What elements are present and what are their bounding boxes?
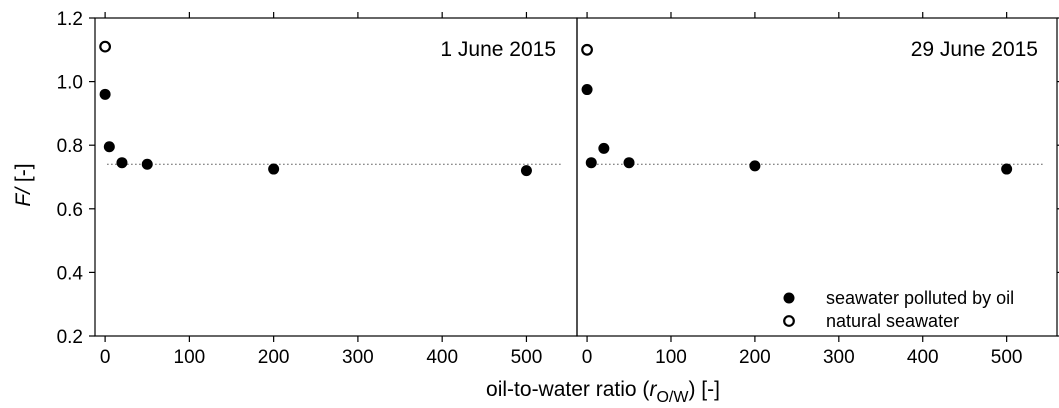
y-tick-label: 0.8 xyxy=(57,136,83,157)
x-tick-label-left: 400 xyxy=(426,347,458,368)
data-point-natural-right xyxy=(581,43,593,56)
y-axis-label-symbol: F/ xyxy=(12,186,35,207)
data-point-polluted-right xyxy=(1001,163,1013,175)
axis-ticks: 0 100 200 300 400 500 0.2 0.4 0.6 0.8 1.0 1.2 0 100 20… xyxy=(57,9,1059,368)
panel-frame-right xyxy=(576,17,1058,337)
x-axis-label-subscript: O/W xyxy=(656,389,689,403)
data-point-polluted-left xyxy=(520,165,532,177)
x-axis-label-suffix: ) [-] xyxy=(688,378,720,401)
y-axis-label: F/ [-] xyxy=(12,163,35,206)
data-point-polluted-left xyxy=(141,158,153,170)
chart-text: 1 June 2015 29 June 2015 F/ [-] oil-to-w… xyxy=(12,38,1038,406)
legend-marker-natural xyxy=(783,315,795,327)
x-tick-label-right: 200 xyxy=(739,347,771,368)
x-tick-label-right: 100 xyxy=(655,347,687,368)
panel-title-right: 29 June 2015 xyxy=(911,38,1038,61)
x-tick-label-right: 500 xyxy=(991,347,1023,368)
x-tick-label-left: 200 xyxy=(258,347,290,368)
data-point-polluted-right xyxy=(749,160,761,172)
panel-title-left: 1 June 2015 xyxy=(440,38,556,61)
y-tick-label: 1.0 xyxy=(57,73,83,94)
x-tick-label-left: 0 xyxy=(100,347,111,368)
data-point-polluted-right xyxy=(585,157,597,169)
panel-frame-left xyxy=(94,17,578,337)
data-point-polluted-left xyxy=(268,163,280,175)
data-point-polluted-left xyxy=(116,157,128,169)
legend-label-polluted: seawater polluted by oil xyxy=(826,288,1014,308)
y-tick-label: 1.2 xyxy=(57,9,83,30)
legend-label-natural: natural seawater xyxy=(826,311,959,331)
x-tick-label-right: 0 xyxy=(582,347,593,368)
data-points xyxy=(99,40,1013,177)
data-point-polluted-right xyxy=(623,157,635,169)
x-axis-label: oil-to-water ratio (rO/W) [-] xyxy=(486,378,720,403)
y-tick-label: 0.4 xyxy=(57,263,84,284)
y-tick-label: 0.2 xyxy=(57,327,83,348)
x-axis-label-symbol: r xyxy=(649,378,657,401)
data-point-natural-left xyxy=(99,40,112,53)
x-axis-label-prefix: oil-to-water ratio ( xyxy=(486,378,649,401)
data-point-polluted-right xyxy=(598,142,610,154)
x-tick-label-left: 500 xyxy=(511,347,543,368)
legend-marker-polluted xyxy=(783,292,795,304)
data-point-polluted-right xyxy=(581,84,593,96)
x-tick-label-left: 100 xyxy=(174,347,206,368)
data-point-polluted-left xyxy=(103,141,115,153)
y-axis-label-unit: [-] xyxy=(12,163,35,188)
y-tick-label: 0.6 xyxy=(57,200,83,221)
x-tick-label-right: 300 xyxy=(823,347,855,368)
panel-frames xyxy=(94,17,1058,337)
x-tick-label-right: 400 xyxy=(907,347,939,368)
data-point-polluted-left xyxy=(99,88,111,100)
x-tick-label-left: 300 xyxy=(342,347,374,368)
